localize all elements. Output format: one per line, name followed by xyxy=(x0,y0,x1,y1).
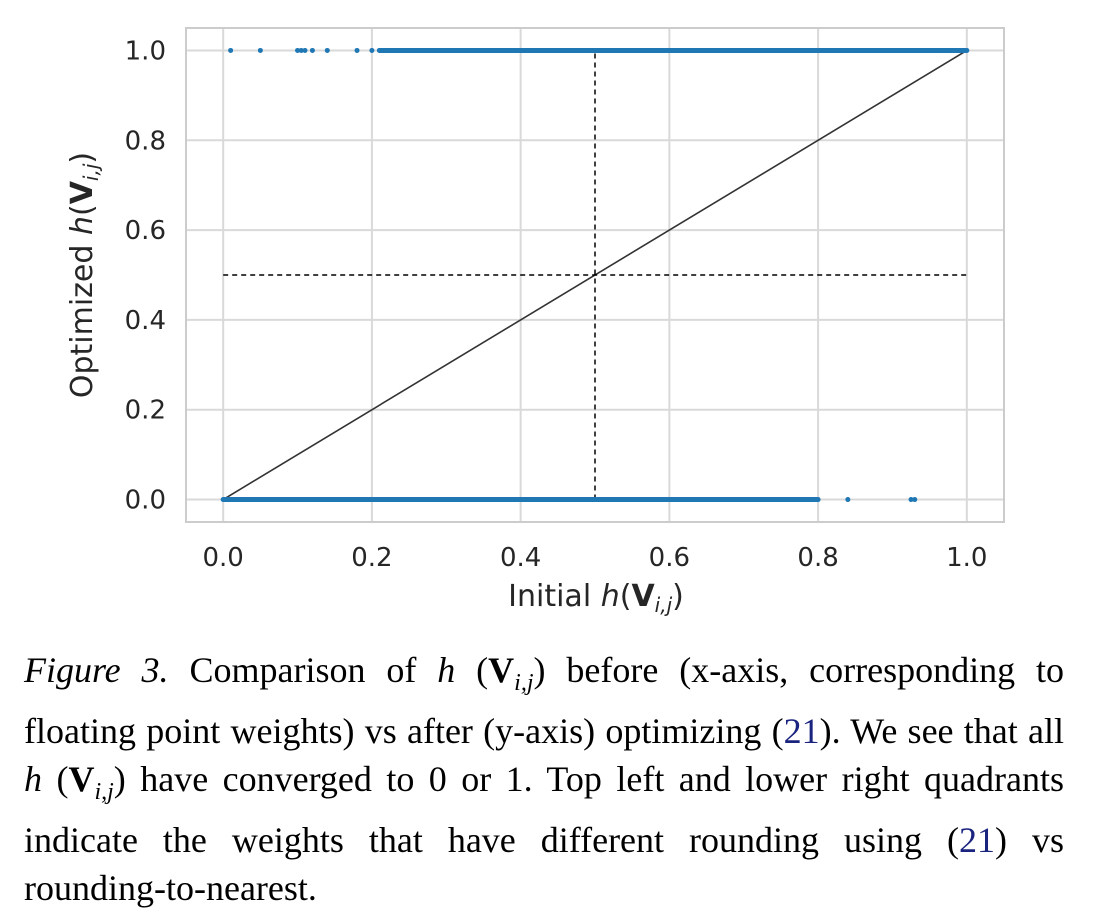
x-axis-label: Initial h(Vi,j) xyxy=(508,579,684,617)
y-tick-label: 0.6 xyxy=(125,216,166,246)
data-point xyxy=(912,497,918,503)
x-tick-label: 0.4 xyxy=(500,543,541,573)
y-tick-label: 0.8 xyxy=(125,126,166,156)
x-tick-label: 0.2 xyxy=(351,543,392,573)
data-point xyxy=(302,47,308,53)
x-tick-label: 0.6 xyxy=(649,543,690,573)
y-tick-label: 0.2 xyxy=(125,396,166,426)
y-tick-labels: 0.0 0.2 0.4 0.6 0.8 1.0 xyxy=(125,36,166,515)
scatter-points xyxy=(220,47,970,503)
reference-lines xyxy=(222,49,968,501)
x-tick-label: 1.0 xyxy=(946,543,987,573)
data-point xyxy=(369,47,375,53)
chart: 0.0 0.2 0.4 0.6 0.8 1.0 0.0 0.2 0.4 0.6 0.8 1.0 In… xyxy=(65,27,1005,617)
data-point xyxy=(845,497,851,503)
plot-frame xyxy=(185,27,1005,523)
reference-link[interactable]: 21 xyxy=(959,820,995,861)
x-tick-labels: 0.0 0.2 0.4 0.6 0.8 1.0 xyxy=(203,543,988,573)
data-point xyxy=(295,47,301,53)
data-point xyxy=(354,47,360,53)
x-tick-label: 0.8 xyxy=(797,543,838,573)
x-tick-label: 0.0 xyxy=(203,543,244,573)
reference-link[interactable]: 21 xyxy=(783,711,820,752)
y-tick-label: 0.4 xyxy=(125,306,166,336)
figure-label: Figure 3. xyxy=(24,650,169,690)
y-tick-label: 1.0 xyxy=(125,36,166,66)
data-point xyxy=(257,47,263,53)
y-tick-label: 0.0 xyxy=(125,486,166,516)
data-point xyxy=(908,497,914,503)
data-point xyxy=(324,47,330,53)
figure-caption: Figure 3. Comparison of h (Vi,j) before … xyxy=(24,650,1064,909)
data-point xyxy=(228,47,234,53)
data-point xyxy=(309,47,315,53)
y-axis-label: Optimized h(Vi,j) xyxy=(65,152,103,398)
data-point xyxy=(298,47,304,53)
